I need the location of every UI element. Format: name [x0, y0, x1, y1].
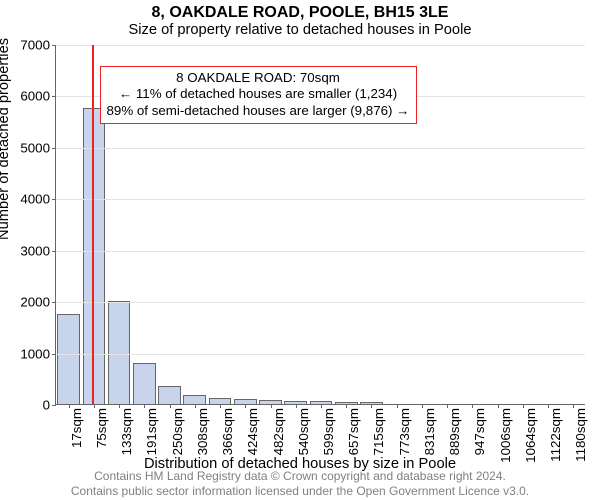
ytick-label: 6000: [20, 89, 50, 104]
chart-title-main: 8, OAKDALE ROAD, POOLE, BH15 3LE: [0, 4, 600, 22]
xtick-label: 599sqm: [321, 408, 336, 455]
ytick-label: 5000: [20, 140, 50, 155]
ytick-mark: [52, 251, 56, 252]
xtick-label: 715sqm: [371, 408, 386, 455]
bar: [83, 108, 106, 404]
copyright-line2: Contains public sector information licen…: [71, 484, 529, 498]
xtick-label: 250sqm: [170, 408, 185, 455]
xtick-label: 424sqm: [245, 408, 260, 455]
xtick-label: 657sqm: [346, 408, 361, 455]
gridline: [56, 354, 585, 355]
xtick-label: 482sqm: [271, 408, 286, 455]
gridline: [56, 302, 585, 303]
ytick-label: 2000: [20, 295, 50, 310]
xtick-label: 1006sqm: [498, 408, 513, 463]
bar: [133, 363, 156, 404]
xtick-label: 947sqm: [472, 408, 487, 455]
y-axis-label: Number of detached properties: [0, 38, 12, 240]
xtick-label: 308sqm: [195, 408, 210, 455]
bar: [158, 386, 181, 404]
bar: [183, 395, 206, 404]
ytick-label: 7000: [20, 38, 50, 53]
callout-box: 8 OAKDALE ROAD: 70sqm← 11% of detached h…: [100, 66, 417, 124]
copyright-line1: Contains HM Land Registry data © Crown c…: [94, 469, 506, 483]
ytick-label: 1000: [20, 346, 50, 361]
xtick-label: 75sqm: [94, 408, 109, 448]
xtick-label: 1064sqm: [523, 408, 538, 463]
xtick-label: 1122sqm: [548, 408, 563, 462]
ytick-label: 0: [43, 398, 50, 413]
ytick-mark: [52, 302, 56, 303]
ytick-mark: [52, 354, 56, 355]
copyright-text: Contains HM Land Registry data © Crown c…: [0, 469, 600, 498]
xtick-label: 1180sqm: [573, 408, 588, 462]
plot-area: 0100020003000400050006000700017sqm75sqm1…: [55, 45, 585, 405]
xtick-label: 191sqm: [144, 408, 159, 455]
xtick-label: 17sqm: [69, 408, 84, 448]
xtick-label: 831sqm: [422, 408, 437, 455]
xtick-label: 540sqm: [296, 408, 311, 455]
ytick-mark: [52, 199, 56, 200]
xtick-label: 133sqm: [119, 408, 134, 455]
gridline: [56, 45, 585, 46]
bar: [57, 314, 80, 404]
property-size-chart: 8, OAKDALE ROAD, POOLE, BH15 3LE Size of…: [0, 0, 600, 500]
ytick-mark: [52, 96, 56, 97]
gridline: [56, 199, 585, 200]
gridline: [56, 251, 585, 252]
ytick-mark: [52, 45, 56, 46]
chart-title-sub: Size of property relative to detached ho…: [0, 22, 600, 38]
xtick-label: 889sqm: [447, 408, 462, 455]
ytick-label: 4000: [20, 192, 50, 207]
reference-line: [92, 45, 94, 404]
ytick-mark: [52, 405, 56, 406]
ytick-mark: [52, 148, 56, 149]
gridline: [56, 148, 585, 149]
xtick-label: 366sqm: [220, 408, 235, 455]
xtick-label: 773sqm: [397, 408, 412, 455]
ytick-label: 3000: [20, 243, 50, 258]
